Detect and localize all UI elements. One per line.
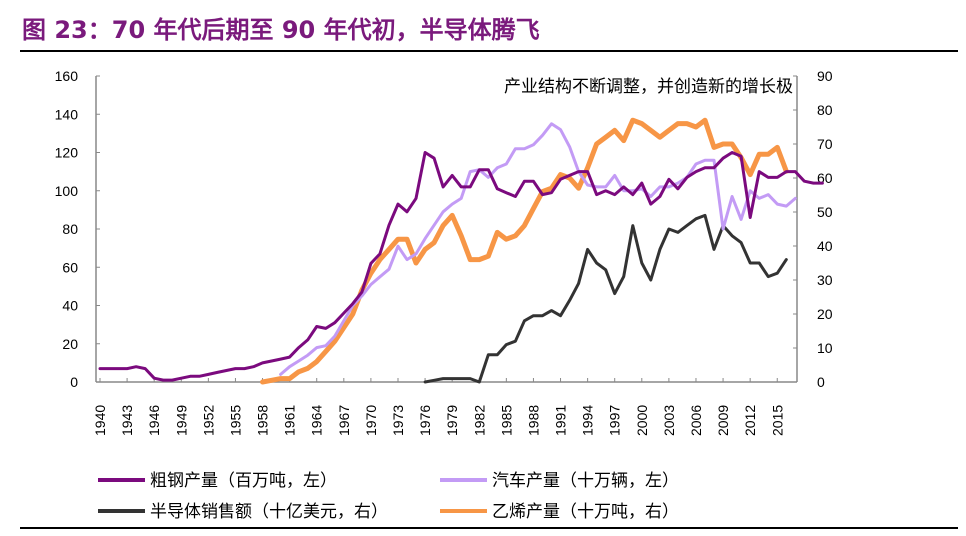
x-tick-label: 1976 [417,405,433,436]
bottom-divider [20,527,958,529]
x-tick-label: 1991 [553,405,569,436]
x-tick-label: 2000 [634,405,650,436]
x-tick-label: 1952 [200,405,216,436]
left-tick-label: 140 [55,106,79,122]
right-tick-label: 30 [817,272,833,288]
x-tick-label: 1958 [255,405,271,436]
right-tick-label: 90 [817,68,833,84]
legend-label-2: 半导体销售额（十亿美元，右） [150,502,388,522]
x-tick-label: 2006 [688,405,704,436]
x-tick-label: 1982 [471,405,487,436]
x-tick-label: 2012 [742,405,758,436]
x-tick-label: 2015 [769,405,785,436]
legend-label-1: 汽车产量（十万辆，左） [492,471,679,491]
x-tick-label: 1949 [173,405,189,436]
x-tick-label: 1979 [444,405,460,436]
legend-label-3: 乙烯产量（十万吨，右） [492,502,679,522]
x-tick-label: 1973 [390,405,406,436]
x-tick-label: 2009 [715,405,731,436]
x-tick-label: 1955 [227,405,243,436]
x-tick-label: 1994 [580,405,596,436]
x-tick-label: 1997 [607,405,623,436]
right-tick-label: 70 [817,136,833,152]
left-tick-label: 60 [62,259,78,275]
x-tick-label: 2003 [661,405,677,436]
right-tick-label: 10 [817,340,833,356]
x-tick-label: 1964 [309,405,325,436]
left-tick-label: 120 [55,145,79,161]
left-tick-label: 20 [62,336,78,352]
series-line-2 [423,213,788,384]
right-tick-label: 50 [817,204,833,220]
right-tick-label: 80 [817,102,833,118]
x-tick-label: 1940 [92,405,108,436]
title-divider [20,50,958,52]
left-tick-label: 160 [55,68,79,84]
right-tick-label: 20 [817,306,833,322]
x-tick-label: 1985 [498,405,514,436]
series-line-1 [279,122,797,376]
chart-annotation: 产业结构不断调整，并创造新的增长极 [504,77,793,97]
x-tick-label: 1946 [146,405,162,436]
series-line-3 [260,117,789,385]
chart-title: 图 23：70 年代后期至 90 年代初，半导体腾飞 [22,16,540,44]
left-tick-label: 40 [62,298,78,314]
right-tick-label: 0 [817,374,825,390]
x-tick-label: 1970 [363,405,379,436]
legend-label-0: 粗钢产量（百万吨，左） [150,471,337,491]
right-tick-label: 40 [817,238,833,254]
series-line-0 [98,151,824,382]
x-tick-label: 1961 [282,405,298,436]
left-tick-label: 80 [62,221,78,237]
x-tick-label: 1967 [336,405,352,436]
left-tick-label: 0 [70,374,78,390]
x-tick-label: 1943 [119,405,135,436]
x-tick-label: 1988 [525,405,541,436]
left-tick-label: 100 [55,183,79,199]
